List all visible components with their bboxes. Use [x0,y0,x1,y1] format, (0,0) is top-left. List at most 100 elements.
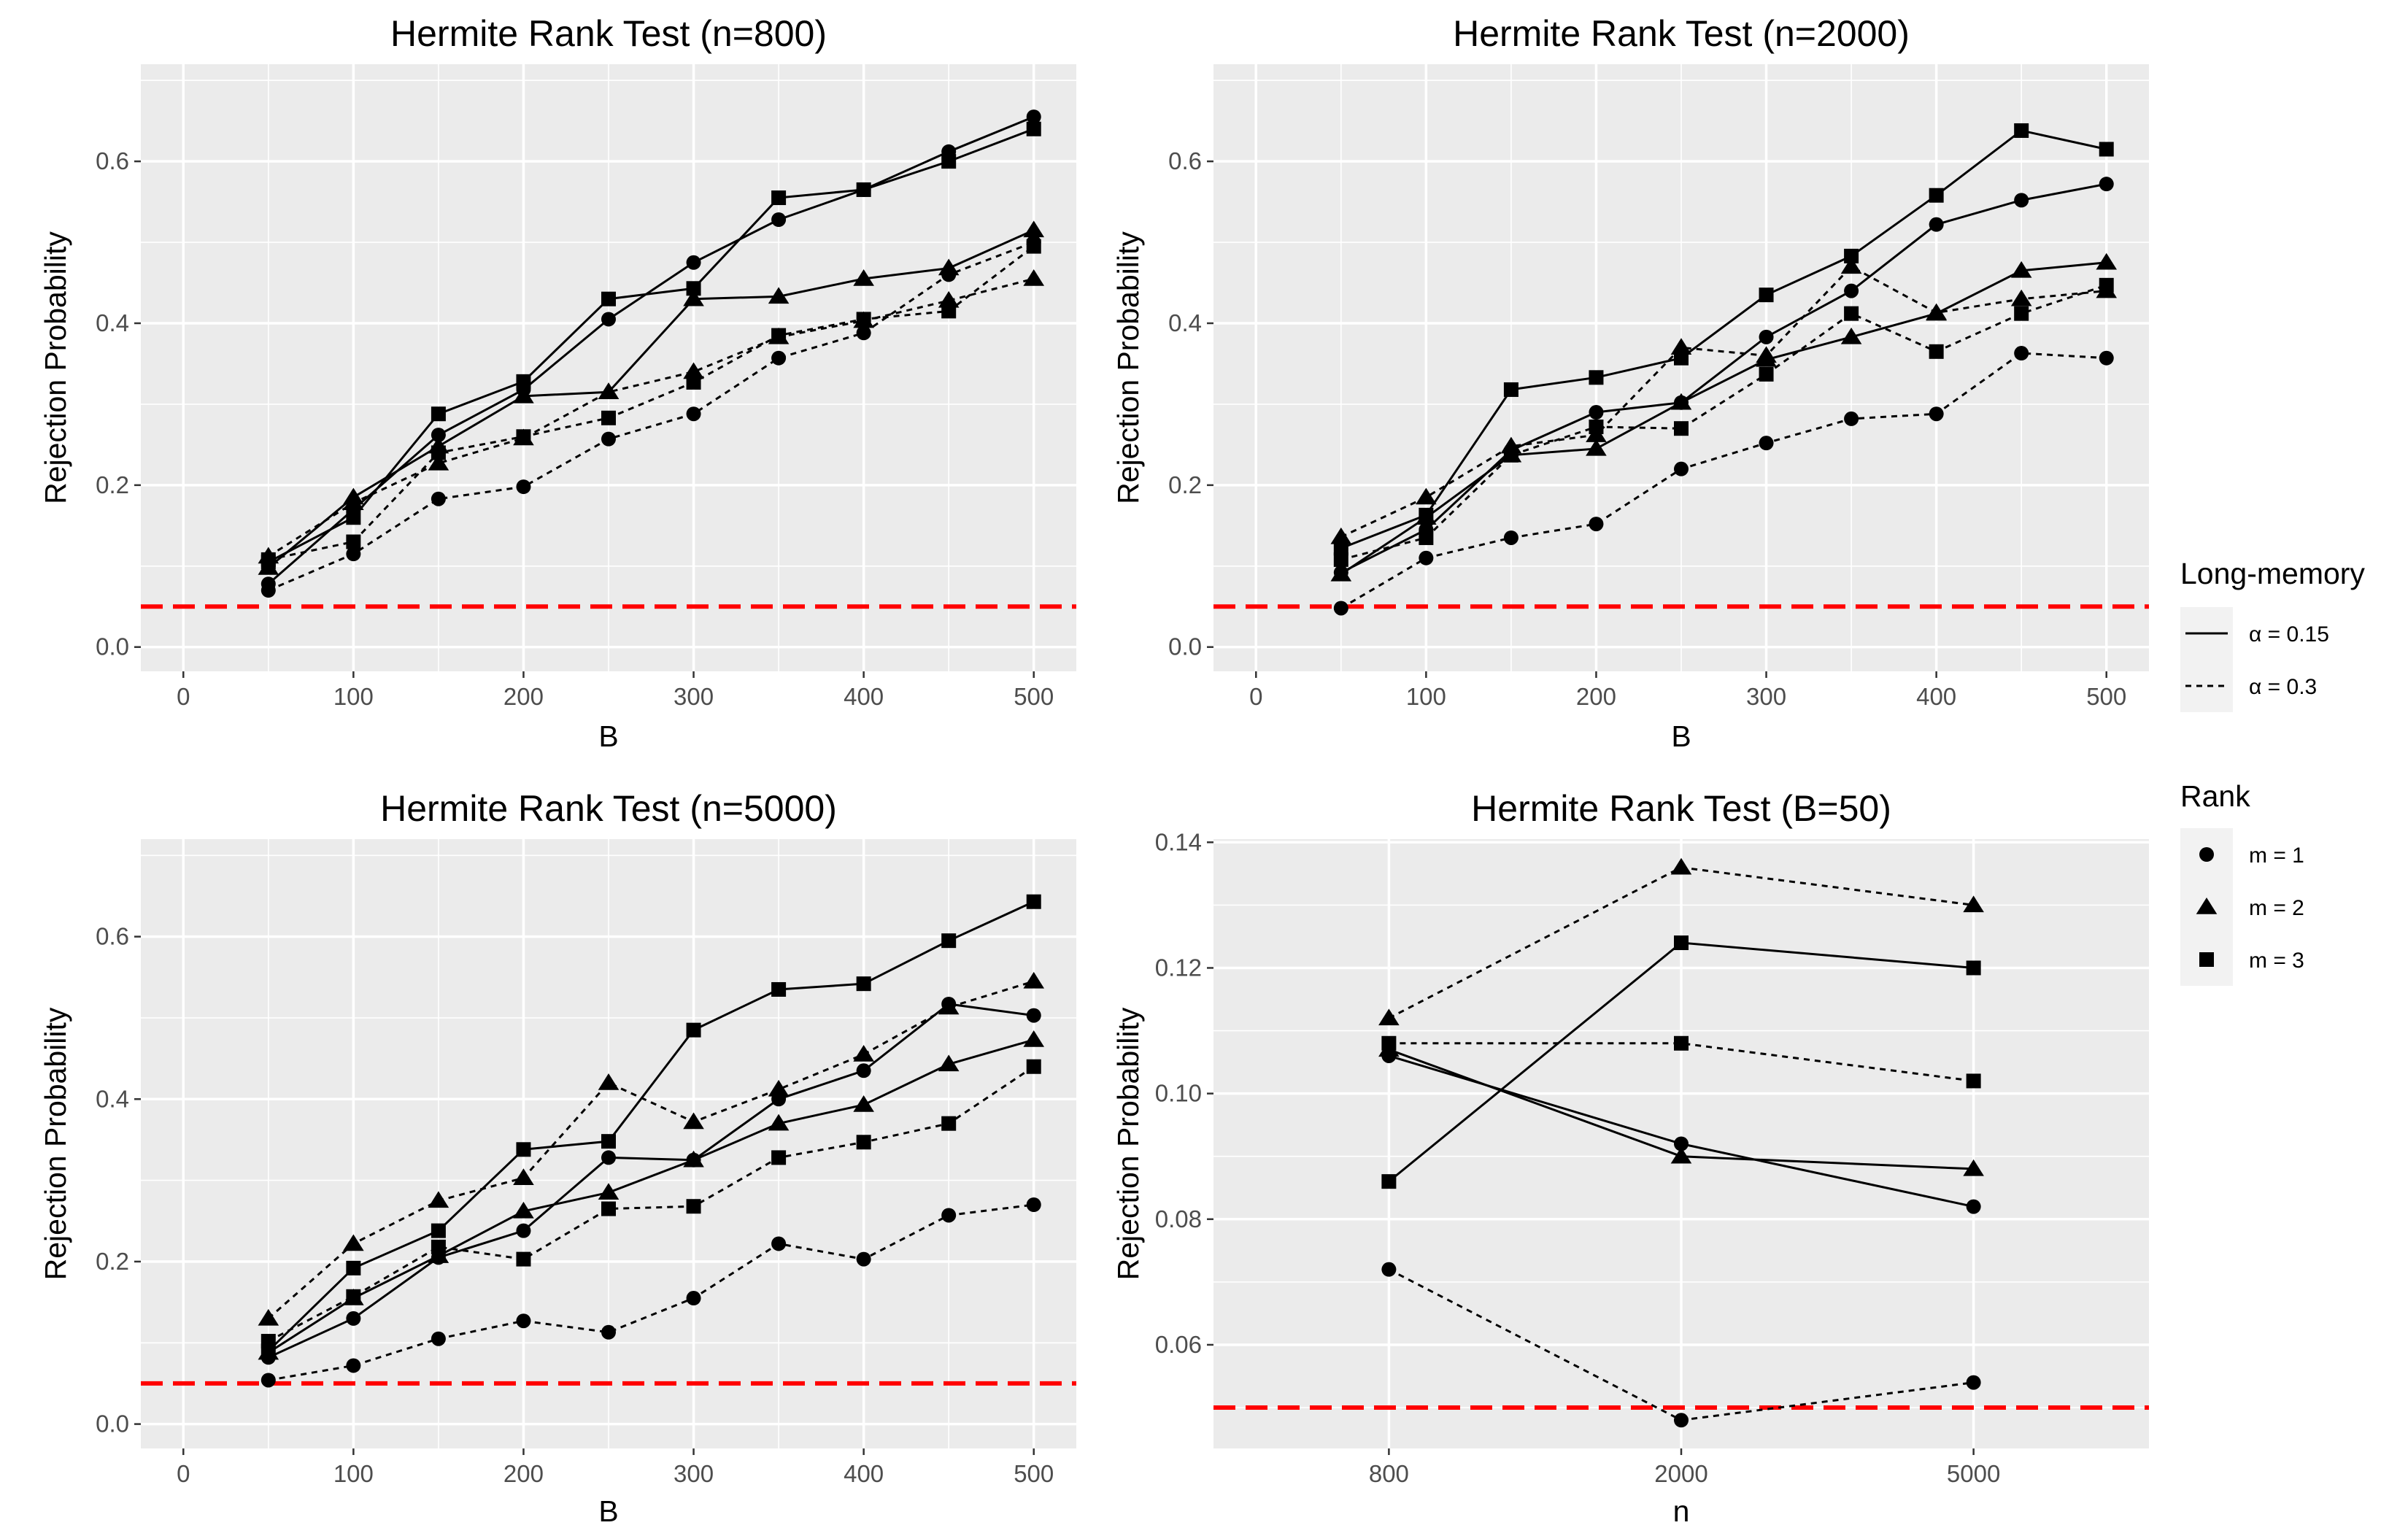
data-point-m1 [686,255,701,270]
data-point-m1 [1929,217,1944,232]
data-point-m3 [856,976,871,992]
data-point-m3 [686,1199,701,1214]
data-point-m3 [1333,541,1348,556]
data-point-m2 [1840,257,1862,274]
data-point-m3 [346,1260,361,1276]
data-point-m1 [2014,346,2029,361]
data-point-m1 [1674,461,1689,476]
y-tick-label: 0.06 [1155,1331,1202,1358]
data-point-m3 [431,445,446,460]
data-point-m1 [261,1373,276,1388]
data-point-m2 [343,1234,364,1251]
y-tick-label: 0.6 [96,147,129,174]
data-point-m3 [771,1150,787,1165]
data-point-m2 [1963,1159,1984,1176]
data-point-m2 [428,1191,449,1208]
data-point-m1 [1844,283,1859,298]
y-axis-label: Rejection Probability [1111,1007,1145,1280]
data-point-m3 [601,291,616,306]
data-point-m3 [1333,552,1348,567]
x-tick-label: 2000 [1654,1460,1707,1487]
data-point-m2 [1330,564,1352,582]
data-point-m3 [1844,306,1859,321]
data-point-m3 [941,154,957,169]
data-point-m3 [1026,121,1041,136]
legend-shape-circle [2199,847,2214,862]
data-point-m1 [771,1236,787,1251]
data-point-m1 [1929,406,1944,422]
chart-panel-1: 0.0 0.2 0.4 0.6 0 100 200 300 400 500 Hermite Rank… [39,13,1076,753]
y-tick-label: 0.4 [96,309,129,336]
x-axis-label: B [1671,719,1691,753]
chart-panel-4: 0.06 0.08 0.10 0.12 0.14 800 2000 5000 Hermite R… [1111,788,2149,1528]
data-point-m1 [431,491,446,506]
panel-title: Hermite Rank Test (B=50) [1471,788,1891,829]
x-axis-label: B [598,719,618,753]
data-point-m3 [601,410,616,425]
data-point-m2 [1416,487,1437,505]
data-point-m2 [598,1073,620,1090]
panel-title: Hermite Rank Test (n=800) [390,13,827,54]
legend-title-long-memory: Long-memory [2180,557,2365,590]
data-point-m3 [771,981,787,997]
data-point-m3 [1419,507,1434,522]
data-point-m2 [1023,1030,1045,1047]
data-point-m3 [1759,287,1774,303]
data-point-m2 [683,1112,704,1130]
data-point-m1 [516,1223,531,1238]
series-line-alpha-0_3-m3 [268,245,1035,561]
data-point-m3 [1966,960,1981,976]
data-point-m1 [771,212,787,227]
y-tick-label: 0.2 [96,1248,129,1275]
legend-shape-square [2199,952,2214,967]
data-point-m1 [1966,1199,1981,1214]
data-point-m3 [686,1022,701,1038]
panel-title: Hermite Rank Test (n=5000) [380,788,837,829]
data-point-m2 [598,1183,620,1200]
x-tick-label: 0 [177,1460,190,1487]
data-point-m3 [856,1135,871,1150]
y-tick-label: 0.10 [1155,1080,1202,1107]
panel-title: Hermite Rank Test (n=2000) [1453,13,1910,54]
data-point-m1 [686,1291,701,1306]
legend-label: α = 0.3 [2249,675,2317,699]
series-line-alpha-0_3-m2 [267,980,1035,1319]
data-point-m2 [1023,269,1045,286]
data-point-m3 [2014,306,2029,321]
data-point-m3 [261,1334,276,1349]
data-point-m2 [853,269,874,286]
data-point-m3 [601,1134,616,1149]
data-point-m3 [516,429,531,444]
y-tick-label: 0.12 [1155,954,1202,981]
data-point-m3 [1759,366,1774,382]
data-point-m3 [1503,447,1518,463]
data-point-m1 [1419,550,1434,566]
x-tick-label: 200 [503,1460,544,1487]
y-tick-label: 0.0 [1168,633,1202,660]
data-point-m2 [1670,393,1692,410]
series-line-alpha-0_15-m2 [1340,261,2107,576]
data-point-m1 [686,406,701,422]
x-tick-label: 100 [333,1460,374,1487]
data-point-m3 [1929,188,1944,203]
data-point-m3 [516,1142,531,1157]
data-point-m2 [513,386,534,404]
chart-panel-2: 0.0 0.2 0.4 0.6 0 100 200 300 400 500 Hermite Rank… [1111,13,2149,753]
data-point-m2 [938,1054,960,1072]
x-axis-label: n [1673,1494,1690,1528]
data-point-m2 [1926,303,1947,320]
data-point-m3 [2099,277,2114,293]
data-point-m2 [1670,1146,1692,1164]
data-point-m2 [768,1114,790,1131]
legend-label: m = 2 [2249,896,2304,920]
data-point-m1 [1589,405,1604,420]
series-line-alpha-0_15-m1 [1340,182,2107,574]
data-point-m1 [1674,1136,1689,1151]
data-point-m1 [261,583,276,598]
data-point-m3 [431,1223,446,1238]
data-point-m2 [428,453,449,471]
data-point-m2 [1023,220,1045,238]
x-tick-label: 300 [1746,683,1786,710]
data-point-m2 [853,1045,874,1062]
